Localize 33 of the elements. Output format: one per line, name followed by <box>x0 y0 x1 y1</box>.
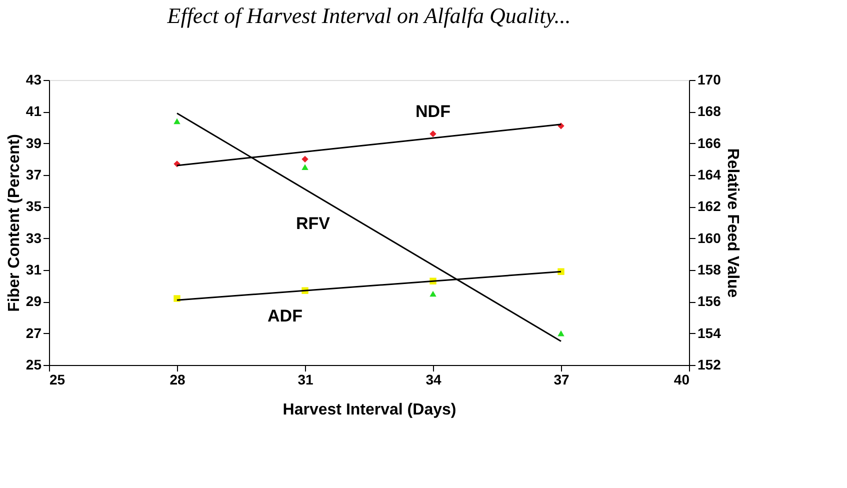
y-tick-label: 41 <box>26 103 42 120</box>
y2-tick-label: 164 <box>698 166 722 182</box>
y-tick-label: 43 <box>26 72 42 88</box>
y-tick-label: 33 <box>26 230 42 246</box>
y2-tick-label: 156 <box>698 293 722 310</box>
y-tick-label: 31 <box>26 262 42 278</box>
y2-tick-label: 154 <box>698 324 722 341</box>
y-axis-title: Fiber Content (Percent) <box>6 134 23 312</box>
x-axis-title: Harvest Interval (Days) <box>282 402 456 418</box>
x-tick-label: 25 <box>50 372 66 388</box>
y-tick-label: 25 <box>26 356 42 372</box>
series-label: NDF <box>416 102 450 121</box>
y2-tick-label: 158 <box>698 262 722 278</box>
y2-tick-label: 168 <box>698 103 722 120</box>
x-tick-label: 28 <box>170 372 186 388</box>
x-tick-label: 31 <box>298 372 314 388</box>
y-tick-label: 35 <box>26 198 42 214</box>
y2-tick-label: 166 <box>698 134 722 151</box>
y2-axis-title: Relative Feed Value <box>724 148 741 298</box>
x-tick-label: 37 <box>554 372 570 388</box>
x-tick-label: 40 <box>674 372 690 388</box>
y-tick-label: 37 <box>26 166 42 182</box>
chart-title: Effect of Harvest Interval on Alfalfa Quality... <box>166 3 571 28</box>
y-tick-label: 27 <box>26 324 42 341</box>
text: RFV <box>296 214 331 233</box>
series-label: ADF <box>268 306 302 326</box>
y2-tick-label: 152 <box>698 356 722 372</box>
y2-tick-label: 160 <box>698 230 722 246</box>
y-tick-label: 29 <box>26 293 42 310</box>
x-tick-label: 34 <box>426 372 442 388</box>
y2-tick-label: 170 <box>698 72 722 88</box>
y-tick-label: 39 <box>26 134 42 151</box>
y2-tick-label: 162 <box>698 198 722 214</box>
